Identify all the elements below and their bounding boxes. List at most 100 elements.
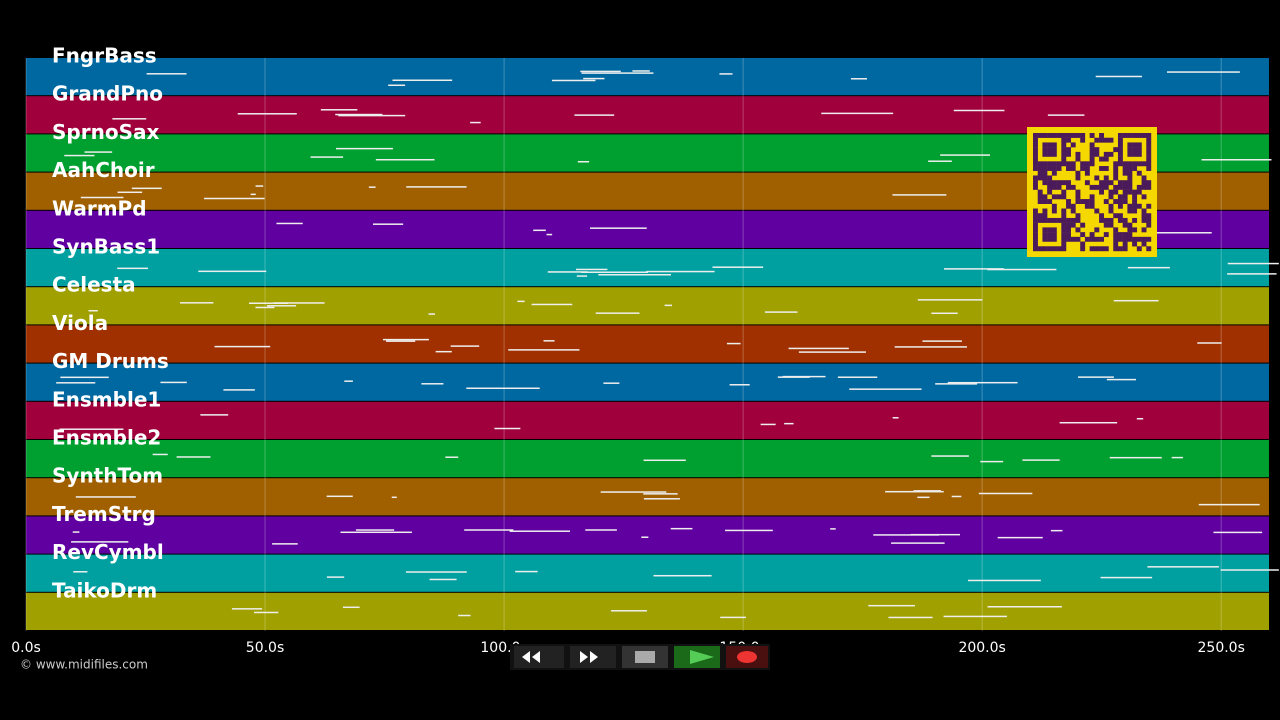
note bbox=[577, 160, 590, 163]
qr-cell bbox=[1141, 208, 1147, 214]
qr-cell bbox=[1070, 217, 1076, 223]
note bbox=[214, 345, 271, 348]
qr-cell bbox=[1080, 241, 1086, 247]
stop-button[interactable] bbox=[622, 646, 668, 668]
qr-cell bbox=[1051, 151, 1057, 157]
rewind-button[interactable] bbox=[514, 646, 564, 668]
qr-cell bbox=[1141, 184, 1147, 190]
qr-cell bbox=[1070, 208, 1076, 214]
qr-cell bbox=[1070, 184, 1076, 190]
note bbox=[386, 340, 416, 342]
note bbox=[595, 312, 640, 314]
note bbox=[1109, 456, 1162, 459]
qr-cell bbox=[1051, 208, 1057, 214]
qr-cell bbox=[1075, 189, 1081, 195]
note bbox=[590, 227, 647, 229]
qr-cell bbox=[1042, 246, 1048, 252]
qr-cell bbox=[1056, 246, 1062, 252]
track-band bbox=[26, 478, 1269, 516]
qr-cell bbox=[1066, 232, 1071, 238]
qr-cell bbox=[1146, 222, 1152, 228]
qr-cell bbox=[1146, 166, 1152, 171]
qr-cell bbox=[1061, 236, 1067, 242]
note bbox=[146, 73, 187, 75]
qr-cell bbox=[1066, 151, 1071, 157]
qr-cell bbox=[1094, 137, 1100, 143]
qr-cell bbox=[1141, 194, 1147, 200]
qr-cell bbox=[1127, 180, 1133, 186]
note bbox=[267, 305, 297, 307]
track-name: SynthTom bbox=[52, 464, 163, 488]
note bbox=[581, 271, 649, 273]
note bbox=[575, 268, 608, 271]
qr-cell bbox=[1047, 217, 1053, 223]
note bbox=[515, 570, 538, 573]
qr-cell bbox=[1075, 170, 1081, 176]
qr-cell bbox=[1061, 241, 1067, 247]
qr-cell bbox=[1061, 142, 1067, 148]
qr-cell bbox=[1094, 227, 1100, 233]
note bbox=[1171, 456, 1183, 459]
track-band bbox=[26, 440, 1269, 478]
forward-button[interactable] bbox=[570, 646, 616, 668]
qr-cell bbox=[1094, 208, 1100, 214]
note bbox=[583, 77, 605, 80]
qr-cell bbox=[1127, 142, 1133, 148]
note bbox=[719, 73, 733, 75]
note bbox=[551, 79, 596, 82]
qr-cell bbox=[1141, 161, 1147, 167]
qr-cell bbox=[1146, 246, 1152, 252]
qr-cell bbox=[1146, 203, 1152, 209]
qr-cell bbox=[1103, 166, 1109, 171]
track-name: FngrBass bbox=[52, 44, 157, 68]
note bbox=[821, 112, 894, 115]
qr-cell bbox=[1033, 147, 1038, 153]
note bbox=[729, 384, 750, 386]
note bbox=[198, 270, 267, 273]
qr-cell bbox=[1070, 203, 1076, 209]
qr-cell bbox=[1127, 175, 1133, 181]
qr-cell bbox=[1047, 147, 1053, 153]
qr-cell bbox=[1099, 180, 1104, 186]
note bbox=[464, 529, 514, 531]
qr-cell bbox=[1033, 232, 1038, 238]
note bbox=[509, 530, 570, 532]
track-name: RevCymbl bbox=[52, 540, 164, 564]
note bbox=[200, 414, 229, 416]
qr-cell bbox=[1051, 232, 1057, 238]
qr-cell bbox=[1061, 222, 1067, 228]
play-button[interactable] bbox=[674, 646, 720, 668]
qr-cell bbox=[1136, 142, 1142, 148]
qr-cell bbox=[1066, 137, 1071, 143]
qr-cell bbox=[1042, 166, 1048, 171]
qr-cell bbox=[1047, 133, 1053, 138]
qr-cell bbox=[1103, 151, 1109, 157]
qr-cell bbox=[1127, 236, 1133, 242]
qr-cell bbox=[1047, 151, 1053, 157]
qr-cell bbox=[1099, 137, 1104, 143]
note bbox=[980, 460, 1004, 463]
qr-cell bbox=[1051, 184, 1057, 190]
qr-cell bbox=[1047, 142, 1053, 148]
qr-cell bbox=[1094, 151, 1100, 157]
qr-cell bbox=[1089, 203, 1095, 209]
note bbox=[891, 542, 945, 544]
qr-cell bbox=[1099, 217, 1104, 223]
note bbox=[760, 423, 776, 426]
qr-cell bbox=[1089, 236, 1095, 242]
record-button[interactable] bbox=[726, 646, 768, 668]
qr-cell bbox=[1099, 213, 1104, 219]
qr-cell bbox=[1042, 151, 1048, 157]
qr-cell bbox=[1051, 142, 1057, 148]
qr-cell bbox=[1136, 147, 1142, 153]
qr-cell bbox=[1146, 217, 1152, 223]
qr-cell bbox=[1075, 133, 1081, 138]
qr-cell bbox=[1037, 170, 1043, 176]
qr-cell bbox=[1042, 217, 1048, 223]
note bbox=[250, 193, 256, 196]
qr-cell bbox=[1051, 170, 1057, 176]
note bbox=[372, 223, 404, 225]
qr-cell bbox=[1113, 236, 1119, 242]
qr-cell bbox=[1132, 161, 1138, 167]
